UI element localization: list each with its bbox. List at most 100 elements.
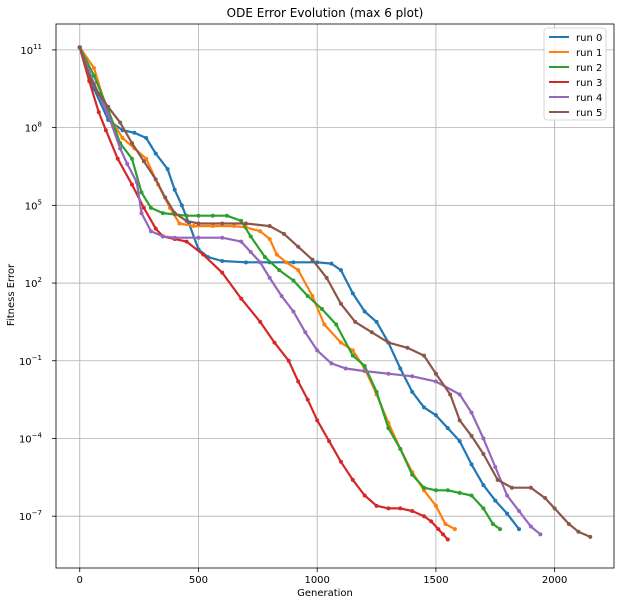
data-point xyxy=(338,268,343,273)
data-point xyxy=(310,294,315,298)
legend-entry: run 4 xyxy=(576,93,602,104)
series-run-4 xyxy=(77,45,543,537)
x-tick-label: 1500 xyxy=(423,575,448,586)
data-point xyxy=(315,418,320,423)
data-point xyxy=(528,524,533,529)
data-point xyxy=(172,235,177,240)
data-point xyxy=(362,369,367,374)
data-point xyxy=(144,135,149,140)
data-point xyxy=(77,45,82,50)
data-point xyxy=(196,213,201,218)
data-point xyxy=(490,521,495,526)
plot-frame xyxy=(55,23,615,569)
data-point xyxy=(239,239,244,244)
data-point xyxy=(210,213,215,218)
data-point xyxy=(457,490,462,495)
data-point xyxy=(362,309,367,314)
y-axis-label: Fitness Error xyxy=(6,263,17,326)
data-point xyxy=(362,363,367,368)
data-point xyxy=(165,167,170,172)
data-point xyxy=(469,410,474,415)
x-axis-label: Generation xyxy=(297,588,353,599)
data-point xyxy=(588,534,593,539)
data-point xyxy=(457,439,462,444)
data-point xyxy=(129,182,134,187)
data-point xyxy=(350,348,355,353)
data-point xyxy=(258,229,263,234)
data-point xyxy=(267,275,272,280)
data-point xyxy=(305,397,310,402)
data-point xyxy=(445,537,450,542)
data-point xyxy=(220,221,225,226)
plot-background xyxy=(56,24,614,568)
legend-entry: run 0 xyxy=(576,33,602,44)
data-point xyxy=(493,498,498,503)
data-point xyxy=(160,211,165,216)
data-point xyxy=(286,358,291,363)
series-line xyxy=(78,46,591,538)
data-point xyxy=(498,527,503,532)
data-point xyxy=(386,340,391,345)
data-point xyxy=(160,234,165,239)
data-point xyxy=(469,493,474,498)
data-point xyxy=(267,224,272,229)
data-point xyxy=(481,452,486,457)
data-point xyxy=(505,511,510,516)
data-point xyxy=(329,361,334,366)
data-point xyxy=(184,218,189,223)
data-point xyxy=(343,366,348,371)
data-point xyxy=(291,260,296,265)
data-point xyxy=(422,514,427,519)
data-point xyxy=(538,532,543,537)
data-point xyxy=(433,379,438,384)
data-point xyxy=(327,439,332,444)
data-point xyxy=(153,226,158,231)
data-point xyxy=(481,436,486,441)
data-point xyxy=(433,371,438,376)
data-point xyxy=(517,509,522,514)
series-line xyxy=(78,46,542,536)
y-tick-label: 105 xyxy=(25,198,42,212)
data-point xyxy=(279,294,284,298)
x-tick-label: 500 xyxy=(189,575,208,586)
data-point xyxy=(179,203,184,208)
chart-title: ODE Error Evolution (max 6 plot) xyxy=(227,6,424,20)
data-point xyxy=(118,120,123,125)
data-point xyxy=(441,532,446,537)
data-point xyxy=(232,224,237,229)
data-point xyxy=(296,244,301,249)
data-point xyxy=(433,488,438,493)
x-tick-label: 2000 xyxy=(542,575,567,586)
data-point xyxy=(177,221,182,226)
data-point xyxy=(191,224,196,229)
data-point xyxy=(422,353,427,358)
data-point xyxy=(433,413,438,418)
data-point xyxy=(139,211,144,216)
legend-entry: run 5 xyxy=(576,108,602,119)
data-point xyxy=(448,392,453,397)
data-point xyxy=(353,319,358,324)
data-point xyxy=(452,527,457,532)
data-point xyxy=(184,213,189,218)
data-point xyxy=(310,257,315,262)
data-point xyxy=(141,159,146,164)
y-tick-label: 10−7 xyxy=(19,509,42,523)
data-point xyxy=(248,249,253,254)
data-point xyxy=(443,521,448,526)
data-point xyxy=(350,291,355,296)
data-point xyxy=(315,348,320,353)
data-point xyxy=(132,130,137,135)
data-point xyxy=(125,161,130,166)
data-point xyxy=(196,235,201,240)
data-point xyxy=(398,366,403,371)
data-point xyxy=(322,322,327,327)
data-point xyxy=(422,485,427,490)
data-point xyxy=(148,205,153,210)
x-tick-label: 1000 xyxy=(304,575,329,586)
data-point xyxy=(296,268,301,273)
y-tick-label: 1011 xyxy=(20,43,42,57)
data-point xyxy=(239,218,244,223)
data-point xyxy=(386,426,391,431)
data-point xyxy=(144,156,149,161)
data-point xyxy=(103,128,108,133)
